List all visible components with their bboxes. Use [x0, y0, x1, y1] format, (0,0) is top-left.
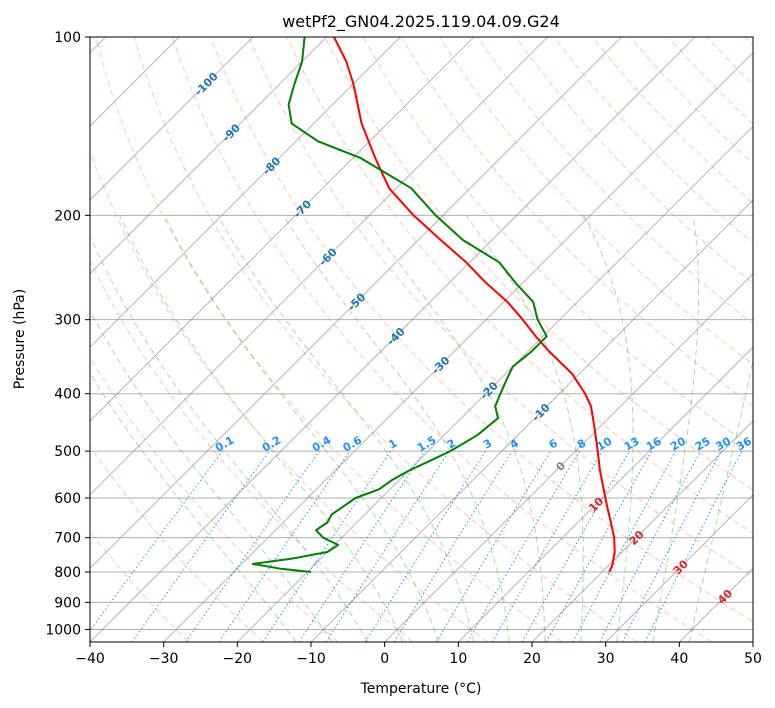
isotherm-line	[90, 37, 696, 642]
dry-adiabat	[133, 37, 638, 642]
chart-title: wetPf2_GN04.2025.119.04.09.G24	[282, 12, 560, 32]
dry-adiabat	[90, 259, 414, 642]
moist-adiabat	[652, 215, 699, 642]
x-axis-ticks: −40 −30 −20 −10 0 10 20 30 40 50	[75, 642, 762, 667]
x-tick-label: −30	[149, 651, 179, 667]
x-tick-label: −20	[223, 651, 253, 667]
mixing-ratio-line	[545, 450, 653, 642]
dry-adiabat	[90, 445, 264, 642]
x-tick-label: −40	[75, 651, 105, 667]
isotherm-line	[90, 37, 475, 422]
mixing-ratio-labels: 0.1 0.2 0.4 0.6 1 1.5 2 3 4 6 8 10 13 16 20 25 30 36	[213, 433, 754, 454]
x-tick-label: 30	[597, 651, 615, 667]
moist-adiabat	[90, 235, 369, 642]
x-tick-label: 40	[670, 651, 688, 667]
dry-adiabat	[515, 37, 753, 284]
y-tick-label: 500	[54, 444, 81, 460]
moist-adiabat	[217, 215, 475, 642]
mixing-ratio-line	[572, 450, 677, 642]
dry-adiabat	[210, 37, 753, 623]
isotherm-line	[310, 199, 753, 642]
mixing-ratio-label: 36	[734, 434, 754, 453]
dry-adiabat	[324, 37, 753, 491]
x-tick-label: 20	[523, 651, 541, 667]
x-tick-label: 10	[449, 651, 467, 667]
y-axis-label: Pressure (hPa)	[12, 289, 28, 389]
temperature-profile	[333, 37, 616, 573]
dry-adiabat	[90, 356, 339, 642]
x-axis-label: Temperature (°C)	[360, 681, 482, 697]
y-tick-label: 400	[54, 387, 81, 403]
moist-adiabat	[282, 215, 510, 642]
y-axis-ticks: 100 200 300 400 500 600 700 800 900 1000	[45, 30, 90, 638]
isotherm-line	[90, 37, 548, 496]
mixing-ratio-line	[393, 450, 513, 642]
y-tick-label: 700	[54, 531, 81, 547]
mixing-ratio-line	[644, 450, 743, 642]
mixing-ratio-line	[218, 450, 351, 642]
background-lines	[90, 37, 753, 642]
x-tick-label: −10	[296, 651, 326, 667]
moist-adiabat	[465, 215, 584, 642]
y-tick-label: 300	[54, 313, 81, 329]
moist-adiabat	[90, 371, 297, 642]
y-tick-label: 100	[54, 30, 81, 46]
moist-adiabat	[119, 215, 404, 642]
moist-adiabat	[583, 215, 634, 642]
mixing-ratio-line	[325, 450, 450, 642]
dry-adiabat	[95, 37, 563, 642]
isotherm-line	[90, 37, 254, 201]
y-tick-label: 900	[54, 595, 81, 611]
plot-frame	[89, 36, 754, 643]
dewpoint-profile	[251, 37, 548, 573]
x-tick-label: 50	[744, 651, 762, 667]
isotherm-line	[90, 37, 401, 348]
isotherm-line	[90, 37, 327, 275]
dry-adiabat	[286, 37, 753, 534]
isotherm-line	[90, 37, 622, 569]
mixing-ratio-line	[185, 450, 320, 642]
isotherm-line	[605, 494, 753, 642]
y-tick-label: 200	[54, 208, 81, 224]
mixing-ratio-line	[90, 450, 223, 632]
y-tick-label: 800	[54, 565, 81, 581]
moist-adiabat	[90, 309, 333, 642]
x-tick-label: 0	[380, 651, 389, 667]
dry-adiabat	[171, 37, 712, 642]
isotherm-line	[458, 346, 753, 642]
mixing-ratio-line	[262, 450, 392, 642]
isotherm-line	[163, 52, 753, 642]
moist-adiabat	[364, 215, 546, 642]
sounding-profiles	[251, 37, 616, 573]
y-tick-label: 1000	[45, 622, 81, 638]
isotherm-line	[531, 420, 753, 642]
mixing-ratio-line	[298, 450, 425, 642]
moist-adiabat	[163, 215, 439, 642]
y-tick-label: 600	[54, 491, 81, 507]
mixing-ratio-line	[131, 450, 270, 642]
isotherm-line	[384, 273, 753, 642]
dry-adiabat	[248, 37, 753, 578]
